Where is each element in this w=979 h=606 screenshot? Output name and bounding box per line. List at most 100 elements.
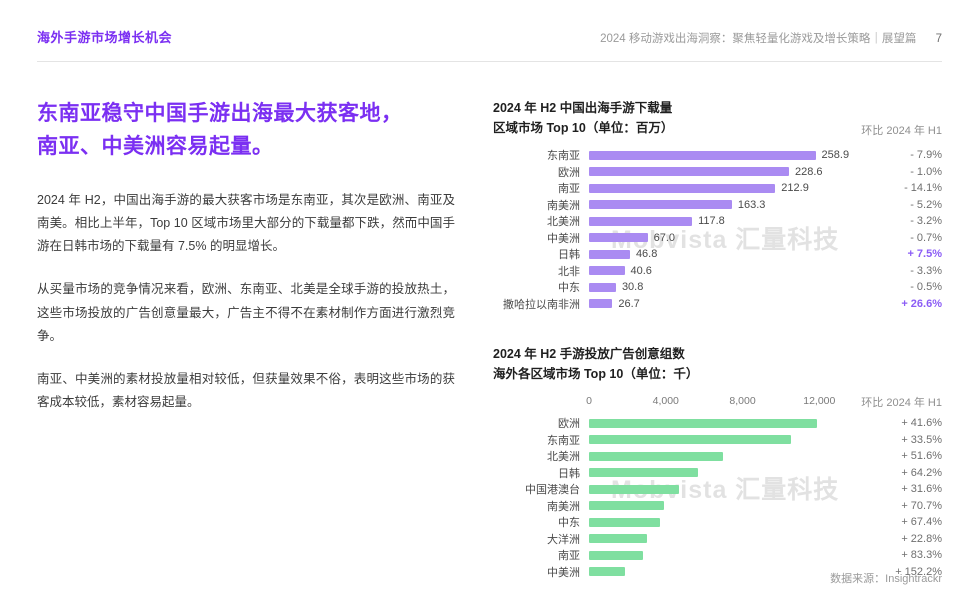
category-label: 中美洲 [547,232,580,245]
change-label: + 152.2% [895,565,942,578]
bar [589,150,816,160]
category-label: 东南亚 [547,150,580,163]
chart-header: 2024 年 H2 中国出海手游下载量 区域市场 Top 10（单位：百万） 环比 … [493,98,942,138]
downloads-bar-chart: 2024 年 H2 中国出海手游下载量 区域市场 Top 10（单位：百万） 环比 … [493,98,942,312]
value-label: 30.8 [621,281,644,294]
category-label: 欧洲 [558,418,580,431]
chart-row: 中国港澳台 + 31.6% [493,481,942,498]
change-label: + 64.2% [901,466,942,479]
bar-track: 258.9 [589,149,849,161]
change-label: - 14.1% [904,182,942,195]
bar [589,200,732,210]
change-label: - 3.3% [910,264,942,277]
bar [589,435,791,445]
category-label: 大洋洲 [547,533,580,546]
category-label: 南亚 [558,550,580,563]
body-paragraph-1: 2024 年 H2，中国出海手游的最大获客市场是东南亚，其次是欧洲、南亚及南美。… [37,193,455,254]
bar [589,534,647,544]
change-label: + 67.4% [901,516,942,529]
bar [589,468,699,478]
change-label: + 33.5% [901,433,942,446]
content: 东南亚稳守中国手游出海最大获客地， 南亚、中美洲容易起量。 2024 年 H2，… [37,98,942,580]
value-label: 117.8 [698,215,725,228]
category-label: 撒哈拉以南非洲 [503,298,580,311]
chart-row: 南亚 + 83.3% [493,547,942,564]
headline: 东南亚稳守中国手游出海最大获客地， 南亚、中美洲容易起量。 [37,98,455,163]
bar [589,299,613,309]
value-label: 46.8 [635,248,658,261]
value-label: 258.9 [821,149,850,162]
change-label: - 5.2% [910,198,942,211]
axis-tick-label: 8,000 [729,394,756,407]
axis-tick-label: 4,000 [652,394,679,407]
report-title: 2024 移动游戏出海洞察：聚焦轻量化游戏及增长策略｜展望篇 [600,33,917,45]
chart-titles: 2024 年 H2 中国出海手游下载量 区域市场 Top 10（单位：百万） [493,98,673,138]
change-label: - 0.7% [910,231,942,244]
bar [589,233,648,243]
change-label: - 0.5% [910,281,942,294]
bar-track [589,468,827,478]
bar-track: 40.6 [589,264,827,277]
chart-row: 南美洲 163.3 - 5.2% [493,197,942,214]
ad-creatives-bar-chart: 2024 年 H2 手游投放广告创意组数 海外各区域市场 Top 10（单位：千）… [493,344,942,580]
report-title-block: 2024 移动游戏出海洞察：聚焦轻量化游戏及增长策略｜展望篇 7 [600,30,942,46]
category-label: 北非 [558,265,580,278]
category-label: 日韩 [558,249,580,262]
bar-track [589,418,827,428]
body-paragraph-2: 从买量市场的竞争情况来看，欧洲、东南亚、北美是全球手游的投放热土，这些市场投放的… [37,282,455,343]
chart-row: 东南亚 258.9 - 7.9% [493,147,942,164]
category-label: 南美洲 [547,500,580,513]
bar [589,484,680,494]
chart-row: 北美洲 117.8 - 3.2% [493,213,942,230]
value-label: 163.3 [737,198,766,211]
value-label: 26.7 [618,297,640,310]
chart-row: 中美洲 67.0 - 0.7% [493,230,942,247]
body-paragraph-3: 南亚、中美洲的素材投放量相对较低，但获量效果不俗，表明这些市场的获客成本较低，素… [37,371,455,409]
chart-row: 北美洲 + 51.6% [493,448,942,465]
bar [589,501,664,511]
chart-row: 南亚 212.9 - 14.1% [493,180,942,197]
comparison-label: 环比 2024 年 H1 [861,396,942,409]
headline-line-1: 东南亚稳守中国手游出海最大获客地， [37,102,403,125]
bar-track [589,534,827,544]
charts-column: Mobvista 汇量科技 Mobvista 汇量科技 2024 年 H2 中国… [493,98,942,580]
chart-row: 东南亚 + 33.5% [493,432,942,449]
bar [589,183,776,193]
comparison-label: 环比 2024 年 H1 [861,125,942,137]
category-label: 南美洲 [547,199,580,212]
bar-track [589,501,827,511]
change-label: - 3.2% [910,215,942,228]
category-label: 北美洲 [547,216,580,229]
chart-row: 中东 + 67.4% [493,514,942,531]
chart-subtitle: 海外各区域市场 Top 10（单位：千） [493,367,699,381]
bar-track [589,517,827,527]
data-source: 数据来源：Insightrackr [830,573,942,585]
category-label: 东南亚 [547,434,580,447]
chart-subtitle: 区域市场 Top 10（单位：百万） [493,121,674,135]
change-label: + 41.6% [901,417,942,430]
axis-tick-label: 0 [586,394,592,407]
category-label: 北美洲 [547,451,580,464]
bar [589,167,790,177]
chart-row: 撒哈拉以南非洲 26.7 + 26.6% [493,296,942,313]
bar [589,517,661,527]
bar [589,418,818,428]
change-label: + 70.7% [901,499,942,512]
bar [589,249,630,259]
change-label: + 31.6% [901,483,942,496]
page-number: 7 [935,33,942,45]
bar [589,282,616,292]
bar-track: 212.9 [589,182,827,194]
chart-row: 北非 40.6 - 3.3% [493,263,942,280]
category-label: 中美洲 [547,566,580,579]
value-label: 40.6 [630,264,652,277]
chart-row: 日韩 46.8 + 7.5% [493,246,942,263]
section-title: 海外手游市场增长机会 [37,30,173,45]
bar-track [589,451,827,461]
bar-track: 228.6 [589,166,827,178]
bar-track: 26.7 [589,297,827,310]
page-header: 海外手游市场增长机会 2024 移动游戏出海洞察：聚焦轻量化游戏及增长策略｜展望… [37,0,942,62]
axis-track: 0 4,000 8,000 12,000 [586,394,835,409]
bar-track [589,550,827,560]
